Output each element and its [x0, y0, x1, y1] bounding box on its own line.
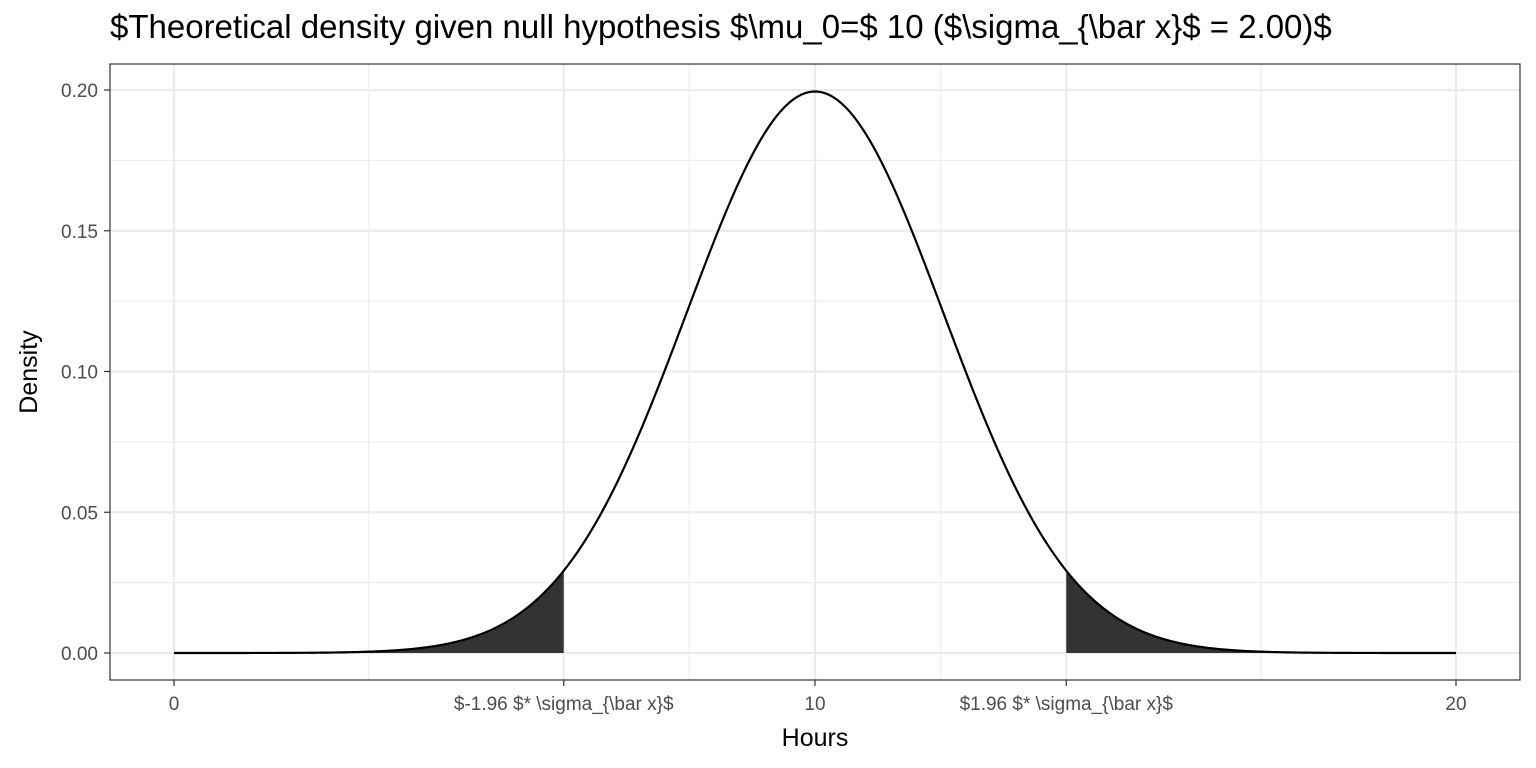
density-curve — [174, 90, 1456, 655]
y-tick-label: 0.05 — [61, 503, 98, 524]
x-tick-label: $-1.96 $* \sigma_{\bar x}$ — [454, 694, 674, 715]
x-tick-label: 20 — [1445, 694, 1466, 715]
major-gridlines — [110, 64, 1520, 680]
y-tick-label: 0.15 — [61, 222, 98, 243]
x-tick-label: 10 — [804, 694, 825, 715]
y-tick-label: 0.20 — [61, 81, 98, 102]
y-axis: 0.00 0.05 0.10 0.15 0.20 — [61, 81, 110, 665]
x-tick-label: $1.96 $* \sigma_{\bar x}$ — [960, 694, 1174, 715]
y-axis-title: Density — [15, 330, 43, 414]
y-tick-label: 0.00 — [61, 644, 98, 665]
chart-title: $Theoretical density given null hypothes… — [110, 8, 1332, 45]
y-tick-label: 0.10 — [61, 363, 98, 384]
x-axis: 0 $-1.96 $* \sigma_{\bar x}$ 10 $1.96 $* \s… — [169, 680, 1467, 715]
left-tail-region — [174, 570, 564, 653]
right-tail-region — [1066, 570, 1456, 653]
rejection-regions — [174, 570, 1456, 653]
x-tick-label: 0 — [169, 694, 180, 715]
x-axis-title: Hours — [782, 724, 849, 752]
